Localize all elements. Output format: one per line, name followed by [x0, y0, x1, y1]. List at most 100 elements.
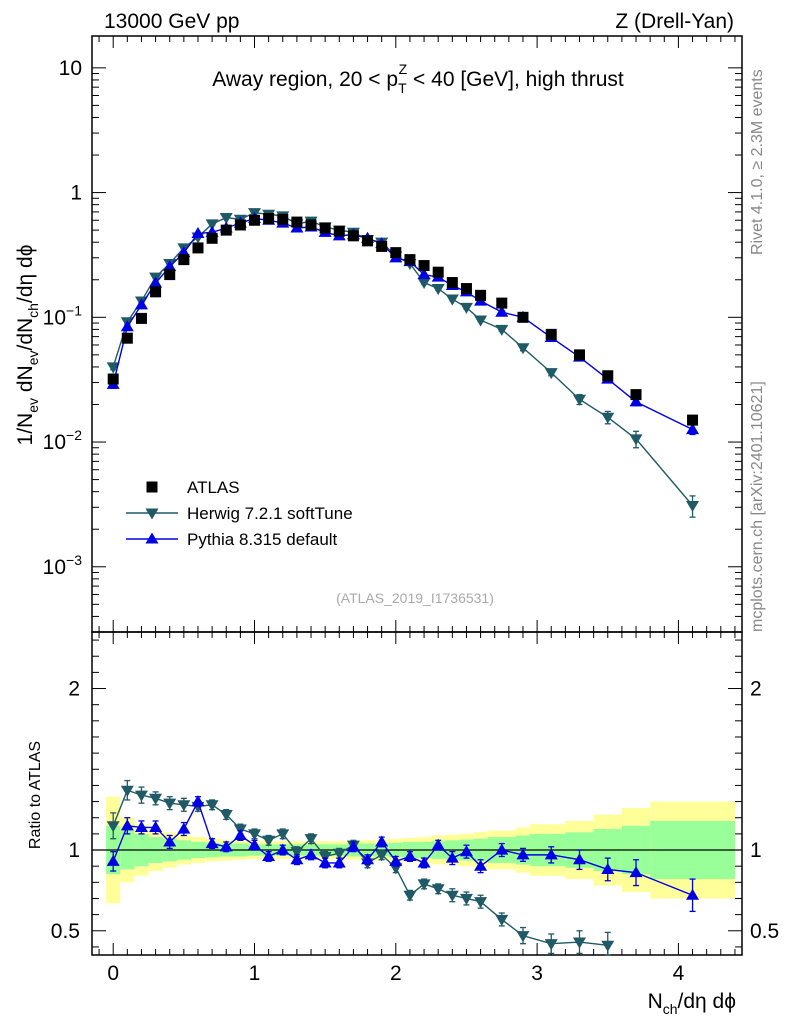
legend-label: Pythia 8.315 default [187, 530, 338, 549]
data-point [475, 289, 487, 301]
data-point [495, 305, 509, 317]
main-y-label: 1/Nev dNev/dNch/dη dϕ [14, 245, 41, 446]
ratio-point [431, 884, 445, 896]
x-tick-label: 3 [531, 962, 543, 985]
data-point [687, 414, 699, 426]
ratio-point [573, 937, 586, 949]
ratio-point [304, 848, 318, 860]
data-point [219, 213, 233, 225]
data-point [305, 219, 317, 231]
ratio-point [318, 856, 332, 868]
data-point [333, 225, 345, 237]
data-point [544, 368, 558, 380]
y-tick-label: 10−3 [43, 552, 83, 579]
data-point [347, 230, 359, 242]
ratio-point [106, 854, 120, 866]
data-point [135, 312, 147, 324]
data-point [417, 277, 431, 290]
ratio-y-tick-label-right: 2 [750, 678, 762, 701]
y-tick-label: 1 [70, 182, 82, 205]
ratio-frame [91, 631, 743, 956]
ratio-point [417, 856, 431, 868]
legend-marker [145, 508, 159, 520]
main-title: Away region, 20 < pTZ < 40 [GeV], high t… [212, 61, 624, 96]
y-tick-label-base: 10 [43, 306, 66, 329]
header-energy: 13000 GeV pp [104, 10, 239, 33]
series-line [112, 217, 693, 431]
ratio-point [177, 822, 191, 834]
ratio-point [134, 790, 148, 802]
data-point [496, 297, 508, 309]
ratio-point [544, 939, 558, 951]
ratio-point [403, 849, 417, 862]
data-point [390, 247, 402, 259]
data-point [460, 283, 472, 295]
data-point [629, 395, 643, 407]
ratio-point [290, 853, 304, 865]
ratio-point [262, 835, 276, 847]
ratio-point [389, 854, 403, 866]
data-point [234, 219, 246, 231]
y-tick-label: 10 [59, 57, 82, 80]
ratio-y-tick-label-right: 0.5 [750, 920, 779, 943]
y-tick-label: 10−1 [43, 302, 83, 329]
legend-marker [146, 481, 158, 493]
data-point [149, 276, 163, 288]
data-point [362, 235, 374, 247]
ratio-point [233, 828, 247, 841]
x-tick-label: 2 [390, 962, 402, 985]
ratio-y-tick-label: 1 [68, 839, 80, 862]
ratio-y-tick-label: 2 [68, 678, 80, 701]
data-point [163, 260, 177, 272]
ratio-point [106, 821, 120, 833]
data-point [418, 260, 430, 272]
data-point [574, 349, 585, 361]
ratio-point [149, 793, 163, 805]
data-point [206, 232, 218, 244]
data-point [474, 315, 488, 327]
data-point [107, 373, 119, 385]
y-tick-label-base: 10 [43, 431, 66, 454]
ratio-y-tick-label-right: 1 [750, 839, 762, 862]
data-point [178, 254, 190, 266]
ratio-point [431, 838, 445, 850]
data-point [121, 332, 133, 344]
ratio-point [248, 838, 261, 850]
data-point [150, 286, 162, 298]
ratio-point [248, 829, 261, 841]
ratio-panel: 0 1 2 3 4 0.5 0.5 1 1 2 2 [51, 631, 779, 985]
ratio-point [191, 795, 205, 807]
legend-label: Herwig 7.2.1 softTune [187, 504, 353, 523]
ratio-point [219, 840, 233, 852]
data-point [516, 343, 530, 355]
main-title-pre: Away region, 20 < p [212, 68, 398, 91]
ratio-y-label: Ratio to ATLAS [27, 741, 44, 849]
ratio-point [516, 931, 530, 943]
ratio-point [445, 890, 459, 902]
ratio-point [332, 848, 346, 860]
series-line [112, 211, 694, 506]
ratio-point [276, 843, 290, 855]
ratio-point [332, 856, 346, 868]
data-point [120, 320, 134, 332]
data-point [191, 226, 205, 239]
mcplots-label: mcplots.cern.ch [arXiv:2401.10621] [749, 381, 766, 632]
data-point [686, 500, 700, 512]
y-tick-label-base: 10 [43, 556, 66, 579]
main-title-sub: T [398, 80, 407, 96]
legend-label: ATLAS [187, 478, 240, 497]
ratio-series-line [112, 799, 693, 896]
ratio-point [459, 893, 473, 905]
x-tick-label: 1 [249, 962, 261, 985]
ratio-point [474, 897, 488, 909]
ratio-point [149, 820, 163, 832]
ratio-point [120, 785, 134, 797]
ratio-point [290, 847, 304, 859]
ratio-point [516, 848, 530, 860]
ratio-point [219, 809, 233, 821]
data-point [545, 328, 557, 340]
ratio-point [120, 819, 134, 831]
legend: ATLAS Herwig 7.2.1 softTune Pythia 8.315 d… [126, 478, 353, 549]
data-point [192, 242, 204, 254]
